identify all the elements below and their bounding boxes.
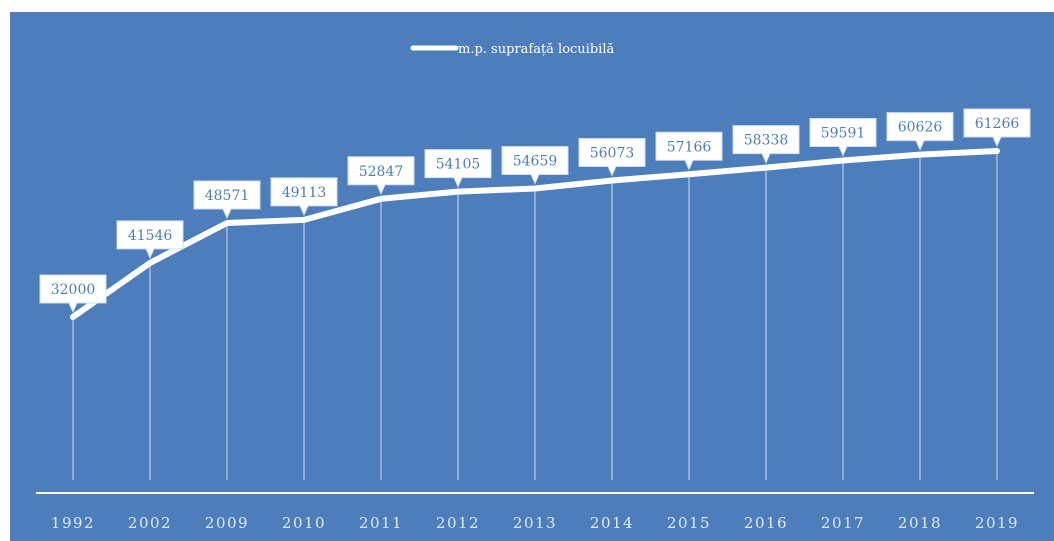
data-label-text: 32000 [51, 282, 96, 298]
data-label-text: 49113 [282, 185, 327, 201]
data-label: 49113 [270, 177, 338, 217]
data-label-box [193, 180, 261, 220]
data-label: 61266 [963, 108, 1031, 148]
x-tick-label: 2011 [359, 514, 403, 532]
data-label-box [270, 177, 338, 217]
data-label: 52847 [347, 156, 415, 195]
data-label-text: 60626 [898, 120, 943, 136]
data-label-box [116, 220, 184, 260]
data-label-box [39, 274, 107, 314]
data-label-box [424, 149, 492, 188]
x-tick-label: 1992 [51, 514, 95, 532]
x-tick-label: 2015 [667, 514, 711, 532]
data-label-text: 54105 [436, 157, 481, 173]
data-label-box [963, 108, 1031, 148]
data-label: 54105 [424, 149, 492, 188]
legend-label: m.p. suprafață locuibilă [458, 42, 614, 57]
data-label: 41546 [116, 220, 184, 260]
data-label: 56073 [578, 137, 646, 177]
data-label: 54659 [501, 145, 569, 185]
data-label-box [809, 118, 877, 157]
data-label-text: 41546 [128, 228, 173, 244]
data-label-text: 48571 [205, 188, 250, 204]
x-tick-label: 2014 [590, 514, 634, 532]
data-labels: 32000 41546 48571 49113 52847 54105 54659 56073… [39, 108, 1031, 314]
data-label-box [501, 145, 569, 185]
data-label: 58338 [732, 125, 800, 164]
x-tick-label: 2019 [975, 514, 1019, 532]
data-label: 32000 [39, 274, 107, 314]
x-tick-label: 2010 [282, 514, 326, 532]
x-axis-tick-labels: 1992 2002 2009 2010 2011 2012 2013 2014 2015 2016… [51, 514, 1019, 532]
data-label-text: 61266 [975, 116, 1020, 132]
drop-lines [72, 151, 998, 480]
data-label-box [655, 131, 723, 171]
chart-background [10, 12, 1054, 541]
data-label: 60626 [886, 112, 954, 151]
data-label-text: 59591 [821, 126, 866, 142]
data-label: 48571 [193, 180, 261, 220]
data-label-box [578, 137, 646, 177]
x-tick-label: 2009 [205, 514, 249, 532]
series-line [70, 148, 1000, 320]
data-label-text: 56073 [590, 145, 635, 161]
x-tick-label: 2017 [821, 514, 865, 532]
data-label-text: 52847 [359, 164, 404, 180]
data-label-box [347, 156, 415, 195]
data-label-text: 57166 [667, 139, 712, 155]
data-label: 59591 [809, 118, 877, 157]
x-tick-label: 2002 [128, 514, 172, 532]
data-label-text: 54659 [513, 153, 558, 169]
data-label: 57166 [655, 131, 723, 171]
data-label-box [732, 125, 800, 164]
data-label-text: 58338 [744, 133, 789, 149]
x-tick-label: 2016 [744, 514, 788, 532]
x-tick-label: 2013 [513, 514, 557, 532]
x-tick-label: 2012 [436, 514, 480, 532]
x-tick-label: 2018 [898, 514, 942, 532]
legend: m.p. suprafață locuibilă [410, 42, 614, 57]
data-label-box [886, 112, 954, 151]
